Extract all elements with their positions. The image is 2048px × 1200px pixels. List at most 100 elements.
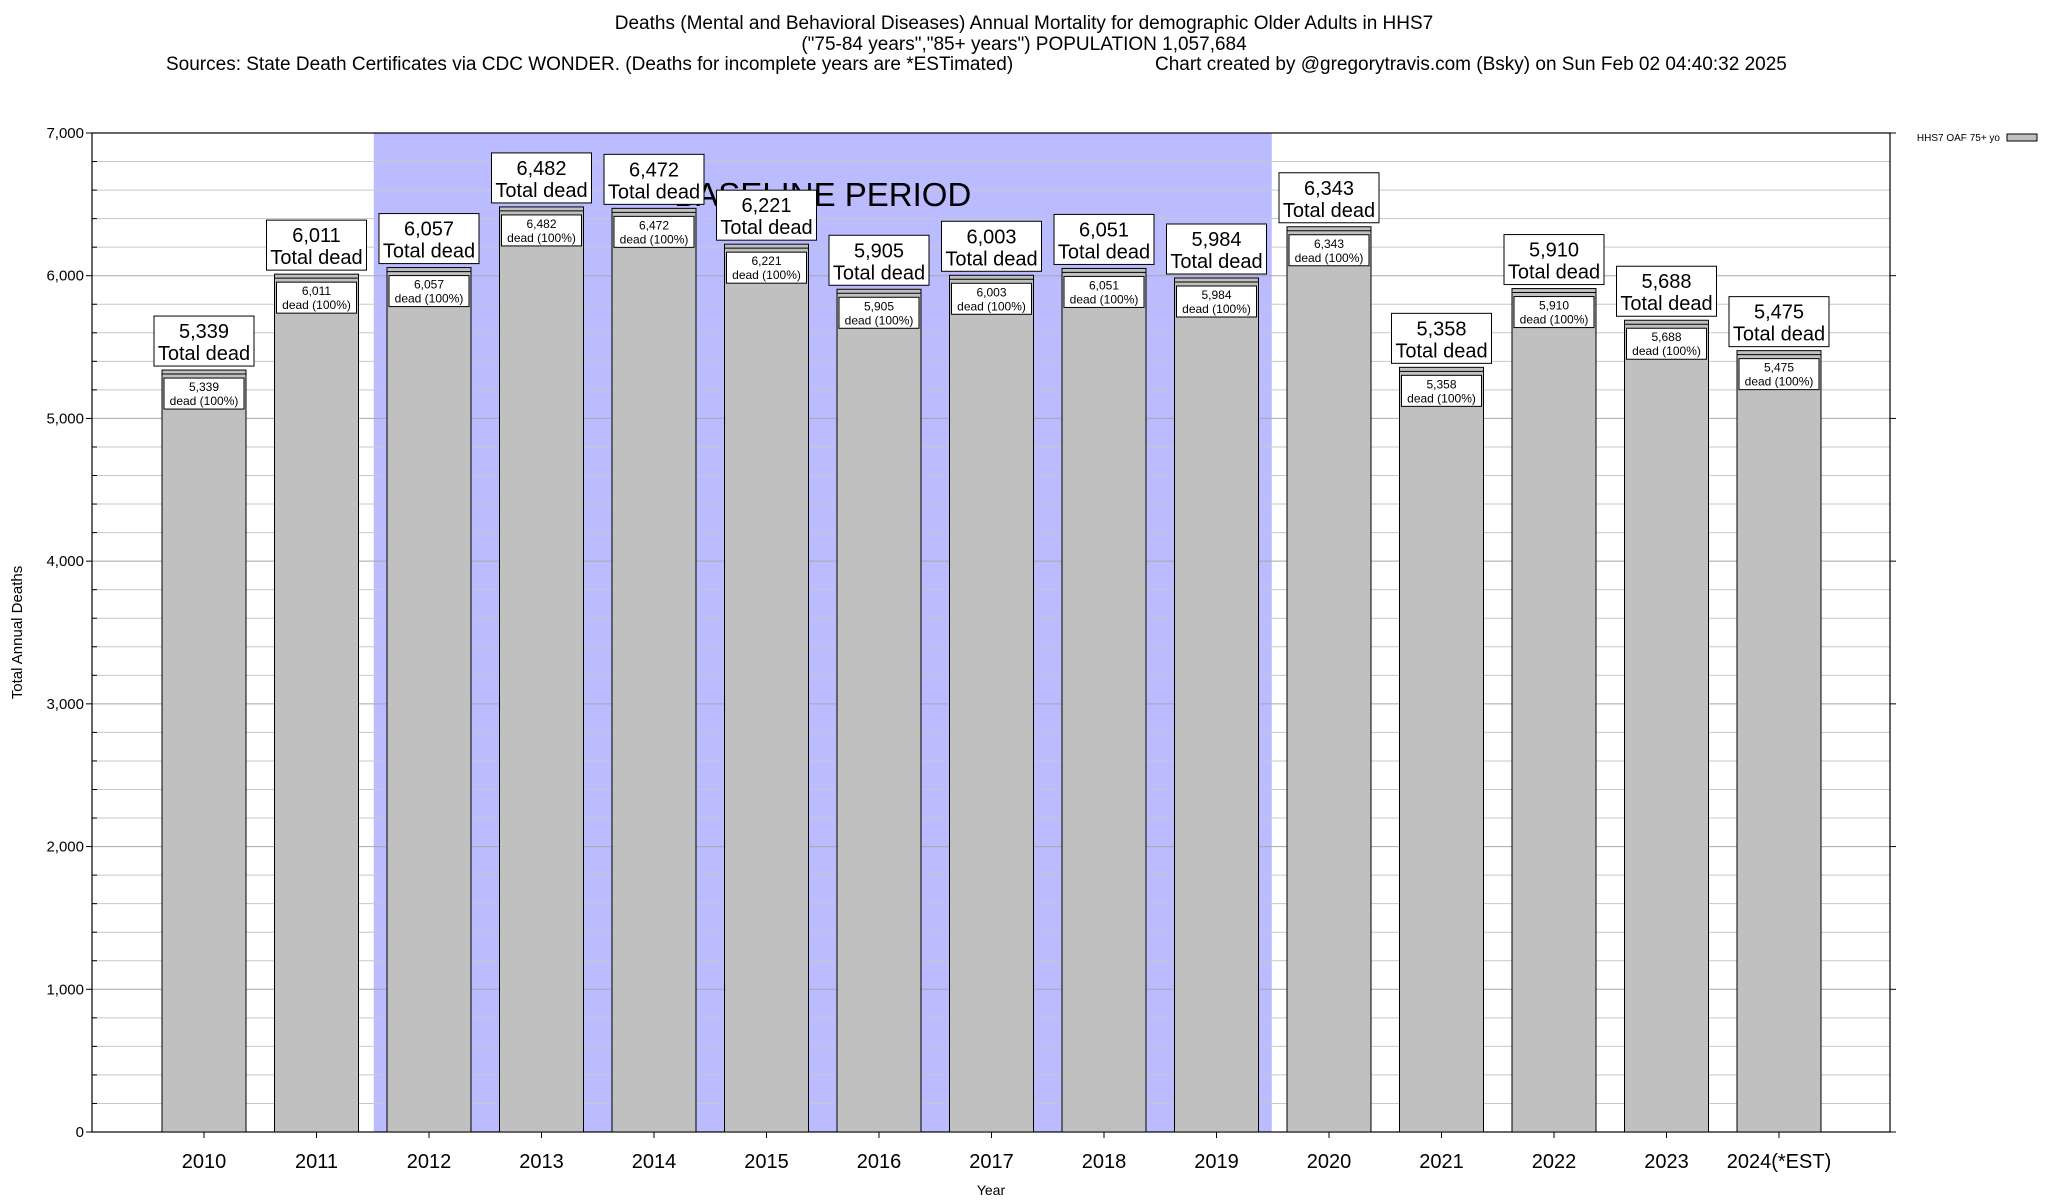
y-axis-title: Total Annual Deaths <box>9 566 26 699</box>
x-tick-label: 2023 <box>1644 1151 1689 1173</box>
inner-percent-label: dead (100%) <box>1632 344 1701 358</box>
inner-label-box <box>726 251 807 284</box>
total-label-box <box>1053 213 1155 265</box>
inner-label-box <box>163 377 245 410</box>
x-tick-label: 2021 <box>1419 1151 1464 1173</box>
total-dead-label: Total dead <box>383 241 475 263</box>
total-value-label: 6,051 <box>1079 219 1129 241</box>
total-value-label: 5,475 <box>1754 302 1804 324</box>
inner-value-label: 5,358 <box>1426 377 1456 391</box>
total-dead-label: Total dead <box>1508 262 1600 284</box>
total-dead-label: Total dead <box>1733 324 1825 346</box>
x-tick-label: 2015 <box>744 1151 789 1173</box>
total-label-box <box>491 152 592 204</box>
inner-value-label: 6,057 <box>414 278 444 292</box>
y-tick-label: 3,000 <box>46 696 84 713</box>
inner-value-label: 6,482 <box>526 217 556 231</box>
bar <box>1399 366 1484 1133</box>
total-value-label: 5,339 <box>179 321 229 343</box>
inner-value-label: 5,339 <box>189 380 219 394</box>
total-label-box <box>603 153 705 205</box>
inner-value-label: 5,984 <box>1201 288 1231 302</box>
inner-label-box <box>951 282 1032 315</box>
total-value-label: 6,057 <box>404 219 454 241</box>
chart-sources: Sources: State Death Certificates via CD… <box>166 54 1014 75</box>
bar <box>1511 288 1597 1133</box>
bar <box>836 288 922 1133</box>
total-label-box <box>1503 234 1605 286</box>
total-label-box <box>1616 265 1717 317</box>
total-dead-label: Total dead <box>495 180 587 202</box>
y-tick-label: 4,000 <box>46 553 84 570</box>
x-tick-label: 2024(*EST) <box>1727 1151 1832 1173</box>
inner-label-box <box>1513 296 1595 329</box>
total-label-box <box>1278 172 1380 224</box>
total-value-label: 5,905 <box>854 240 904 262</box>
total-dead-label: Total dead <box>1620 293 1712 315</box>
y-tick-label: 0 <box>76 1124 84 1141</box>
legend-swatch <box>2006 133 2038 142</box>
inner-value-label: 6,003 <box>976 285 1006 299</box>
inner-percent-label: dead (100%) <box>282 298 351 312</box>
y-tick-label: 7,000 <box>46 125 84 142</box>
total-label-box <box>1728 296 1830 348</box>
inner-percent-label: dead (100%) <box>1407 391 1476 405</box>
inner-label-box <box>1063 275 1145 308</box>
bar <box>499 206 584 1133</box>
total-dead-label: Total dead <box>945 248 1037 270</box>
x-tick-label: 2014 <box>632 1151 677 1173</box>
total-label-box <box>153 315 255 367</box>
legend-label: HHS7 OAF 75+ yo <box>1917 133 2001 144</box>
bar <box>724 243 809 1133</box>
total-dead-label: Total dead <box>608 181 700 203</box>
y-tick-label: 5,000 <box>46 410 84 427</box>
x-tick-label: 2016 <box>857 1151 902 1173</box>
total-label-box <box>378 213 480 265</box>
total-value-label: 6,482 <box>516 158 566 180</box>
inner-value-label: 6,221 <box>751 254 781 268</box>
y-tick-label: 2,000 <box>46 839 84 856</box>
inner-label-box <box>1401 374 1482 407</box>
x-tick-label: 2010 <box>182 1151 227 1173</box>
total-dead-label: Total dead <box>1170 251 1262 273</box>
inner-percent-label: dead (100%) <box>732 268 801 282</box>
inner-percent-label: dead (100%) <box>1745 375 1814 389</box>
inner-percent-label: dead (100%) <box>507 231 576 245</box>
total-label-box <box>1166 223 1267 275</box>
bar <box>1286 226 1372 1133</box>
total-value-label: 5,910 <box>1529 240 1579 262</box>
inner-percent-label: dead (100%) <box>170 394 239 408</box>
bar <box>1174 277 1259 1133</box>
bar <box>1061 267 1147 1133</box>
inner-label-box <box>1626 327 1707 360</box>
inner-percent-label: dead (100%) <box>1182 302 1251 316</box>
total-value-label: 5,984 <box>1191 229 1241 251</box>
total-dead-label: Total dead <box>1395 340 1487 362</box>
y-tick-label: 6,000 <box>46 268 84 285</box>
x-tick-label: 2019 <box>1194 1151 1239 1173</box>
total-value-label: 6,472 <box>629 159 679 181</box>
total-dead-label: Total dead <box>720 217 812 239</box>
inner-label-box <box>501 214 582 247</box>
inner-label-box <box>838 296 920 329</box>
inner-label-box <box>613 215 695 248</box>
total-dead-label: Total dead <box>833 262 925 284</box>
inner-percent-label: dead (100%) <box>1070 292 1139 306</box>
inner-label-box <box>1738 358 1820 391</box>
total-label-box <box>941 220 1042 272</box>
inner-value-label: 5,688 <box>1651 330 1681 344</box>
inner-percent-label: dead (100%) <box>845 313 914 327</box>
inner-value-label: 6,011 <box>302 284 331 298</box>
total-label-box <box>716 189 817 241</box>
total-dead-label: Total dead <box>1058 241 1150 263</box>
x-tick-label: 2017 <box>969 1151 1014 1173</box>
chart-title-line1: Deaths (Mental and Behavioral Diseases) … <box>614 13 1434 34</box>
x-axis-title: Year <box>977 1182 1006 1198</box>
total-label-box <box>266 219 367 271</box>
inner-label-box <box>388 275 470 308</box>
x-tick-label: 2012 <box>407 1151 452 1173</box>
total-dead-label: Total dead <box>270 247 362 269</box>
inner-percent-label: dead (100%) <box>957 299 1026 313</box>
total-value-label: 6,343 <box>1304 178 1354 200</box>
total-value-label: 6,221 <box>741 195 791 217</box>
